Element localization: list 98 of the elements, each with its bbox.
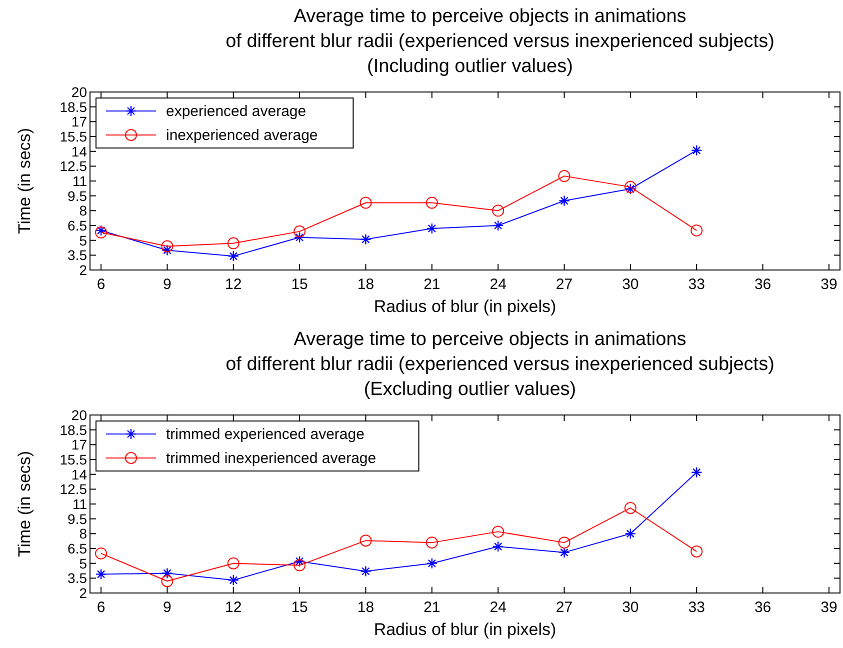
x-axis-title: Radius of blur (in pixels) bbox=[374, 620, 556, 639]
point bbox=[294, 232, 306, 243]
legend-label: trimmed inexperienced average bbox=[166, 450, 376, 467]
point bbox=[492, 540, 504, 552]
y-tick-label: 15.5 bbox=[60, 128, 88, 144]
x-tick-label: 39 bbox=[820, 276, 838, 293]
x-tick-label: 12 bbox=[225, 599, 242, 616]
x-tick-label: 30 bbox=[622, 276, 639, 293]
x-tick-label: 30 bbox=[622, 599, 639, 616]
y-tick-label: 3.5 bbox=[68, 570, 88, 586]
point bbox=[162, 244, 173, 256]
y-tick-label: 5 bbox=[79, 232, 88, 248]
point bbox=[360, 196, 372, 209]
point bbox=[426, 222, 438, 234]
x-tick-label: 21 bbox=[424, 599, 440, 616]
chart-title: Average time to perceive objects in animations of different blur radii (experienced versus inexperienced subjects) (Including outlier values) bbox=[226, 6, 774, 77]
point bbox=[624, 528, 636, 540]
x-tick-label: 9 bbox=[163, 599, 172, 616]
legend-label: inexperienced average bbox=[166, 127, 318, 144]
x-tick-label: 24 bbox=[490, 276, 506, 293]
x-axis-title: Radius of blur (in pixels) bbox=[374, 297, 556, 316]
x-tick-label: 15 bbox=[291, 276, 308, 293]
point bbox=[691, 466, 702, 478]
y-tick-label: 15.5 bbox=[60, 452, 88, 468]
point bbox=[426, 196, 438, 209]
y-axis-title: Time (in secs) bbox=[15, 450, 34, 558]
y-tick-label: 17 bbox=[71, 436, 88, 453]
point bbox=[426, 558, 438, 569]
point bbox=[558, 195, 570, 206]
point bbox=[558, 546, 570, 558]
y-tick-label: 11 bbox=[72, 496, 88, 512]
point bbox=[624, 183, 636, 195]
y-tick-label: 12.5 bbox=[60, 158, 88, 174]
point bbox=[294, 559, 306, 572]
y-tick-label: 9.5 bbox=[68, 510, 88, 527]
x-tick-label: 27 bbox=[556, 599, 573, 616]
y-tick-label: 3.5 bbox=[68, 247, 88, 264]
x-tick-label: 39 bbox=[820, 599, 838, 616]
y-tick-label: 9.5 bbox=[68, 188, 88, 204]
x-tick-label: 27 bbox=[556, 276, 573, 293]
y-tick-label: 18.5 bbox=[60, 422, 88, 438]
point bbox=[228, 250, 239, 262]
y-tick-label: 12.5 bbox=[60, 481, 88, 498]
point bbox=[227, 237, 240, 250]
x-tick-label: 6 bbox=[96, 276, 106, 293]
y-tick-label: 8 bbox=[79, 202, 88, 219]
x-tick-label: 33 bbox=[688, 276, 705, 293]
y-tick-label: 14 bbox=[71, 143, 88, 160]
x-tick-label: 9 bbox=[163, 276, 172, 293]
point bbox=[95, 547, 108, 560]
legend-label: experienced average bbox=[166, 103, 306, 120]
x-tick-label: 15 bbox=[291, 599, 308, 616]
y-tick-label: 20 bbox=[71, 84, 88, 100]
point bbox=[691, 144, 702, 156]
point bbox=[228, 574, 239, 586]
point bbox=[227, 557, 240, 570]
y-tick-label: 14 bbox=[71, 466, 88, 482]
y-tick-label: 2 bbox=[79, 262, 88, 278]
point bbox=[162, 568, 173, 579]
x-tick-label: 21 bbox=[424, 276, 440, 293]
y-tick-label: 6.5 bbox=[68, 218, 88, 234]
point bbox=[558, 536, 570, 549]
y-tick-label: 2 bbox=[79, 585, 88, 601]
point bbox=[360, 234, 372, 245]
x-tick-label: 12 bbox=[225, 276, 242, 293]
point bbox=[492, 220, 504, 232]
y-tick-label: 5 bbox=[79, 555, 88, 572]
x-tick-label: 24 bbox=[490, 599, 506, 616]
point bbox=[294, 556, 306, 567]
point bbox=[492, 526, 504, 538]
y-tick-label: 20 bbox=[71, 407, 88, 423]
point bbox=[690, 224, 703, 236]
x-tick-label: 36 bbox=[754, 276, 772, 293]
point bbox=[492, 204, 504, 217]
point bbox=[294, 225, 306, 238]
point bbox=[161, 240, 174, 252]
x-tick-label: 18 bbox=[357, 599, 374, 616]
point bbox=[690, 545, 703, 558]
x-tick-label: 18 bbox=[357, 276, 374, 293]
y-tick-label: 8 bbox=[79, 526, 88, 542]
point bbox=[624, 502, 636, 514]
y-axis-title: Time (in secs) bbox=[15, 128, 34, 234]
y-tick-label: 6.5 bbox=[68, 540, 88, 556]
x-tick-label: 36 bbox=[754, 599, 772, 616]
point bbox=[95, 568, 107, 580]
y-tick-label: 18.5 bbox=[60, 98, 88, 115]
legend-label: trimmed experienced average bbox=[166, 426, 364, 443]
point bbox=[624, 180, 636, 193]
point bbox=[161, 575, 174, 588]
x-tick-label: 6 bbox=[96, 599, 106, 616]
point bbox=[558, 170, 570, 182]
y-tick-label: 17 bbox=[71, 114, 88, 130]
x-tick-label: 33 bbox=[688, 599, 705, 616]
point bbox=[426, 536, 438, 549]
y-tick-label: 11 bbox=[72, 173, 88, 189]
point bbox=[360, 566, 372, 577]
chart-title: Average time to perceive objects in animations of different blur radii (experienced versus inexperienced subjects) (Excluding outlier values) bbox=[226, 329, 774, 400]
point bbox=[360, 534, 372, 547]
